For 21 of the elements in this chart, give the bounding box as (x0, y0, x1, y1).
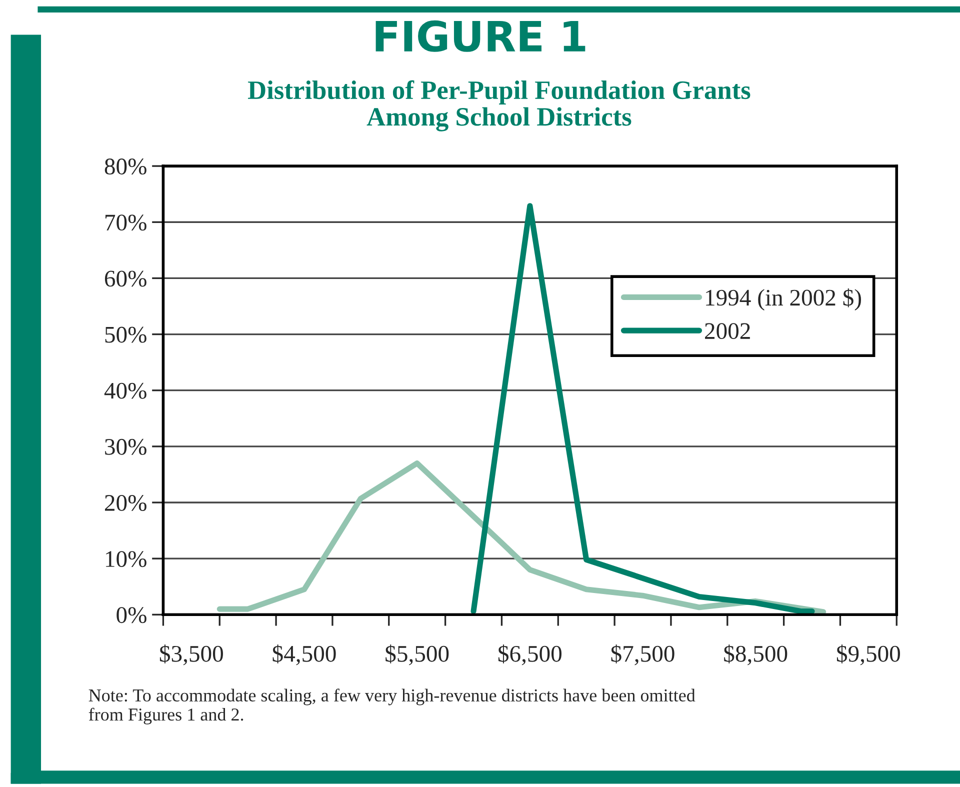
y-tick-label: 30% (105, 438, 146, 455)
x-tick-label: $3,500 (160, 644, 223, 666)
y-tick-label: 0% (116, 607, 146, 624)
chart-subtitle: Distribution of Per-Pupil Foundation Grants Among School Districts (248, 80, 750, 132)
x-tick-label: $5,500 (386, 644, 449, 666)
y-tick-label: 20% (104, 494, 146, 511)
text: Note: To accommodate scaling, a few very high-revenue districts have been omitted from Figures 1 and 2. (88, 688, 696, 724)
x-tick-label: $9,500 (836, 644, 900, 666)
x-tick-label: $7,500 (611, 644, 674, 666)
chart-title: FIGURE 1 (376, 20, 586, 52)
x-tick-label: $4,500 (272, 644, 336, 666)
y-tick-label: 40% (104, 382, 146, 399)
y-tick-label: 10% (106, 551, 146, 568)
legend-label: 2002 (705, 323, 750, 340)
y-tick-label: 50% (105, 326, 146, 343)
x-tick-label: $8,500 (724, 644, 788, 666)
y-tick-label: 60% (104, 270, 146, 287)
legend-label: 1994 (in 2002 $) (706, 288, 861, 310)
y-tick-label: 80% (104, 158, 146, 175)
x-tick-label: $6,500 (498, 644, 562, 666)
y-tick-label: 70% (106, 214, 146, 231)
